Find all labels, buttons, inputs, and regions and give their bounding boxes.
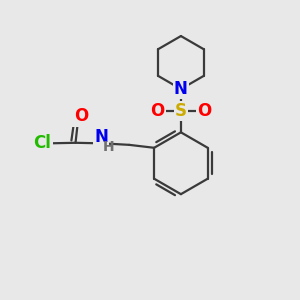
Text: O: O bbox=[197, 102, 212, 120]
Text: S: S bbox=[175, 102, 187, 120]
Text: N: N bbox=[174, 80, 188, 98]
Text: O: O bbox=[74, 107, 88, 125]
Text: Cl: Cl bbox=[33, 134, 51, 152]
Text: H: H bbox=[103, 140, 114, 154]
Text: N: N bbox=[94, 128, 108, 146]
Text: O: O bbox=[150, 102, 164, 120]
